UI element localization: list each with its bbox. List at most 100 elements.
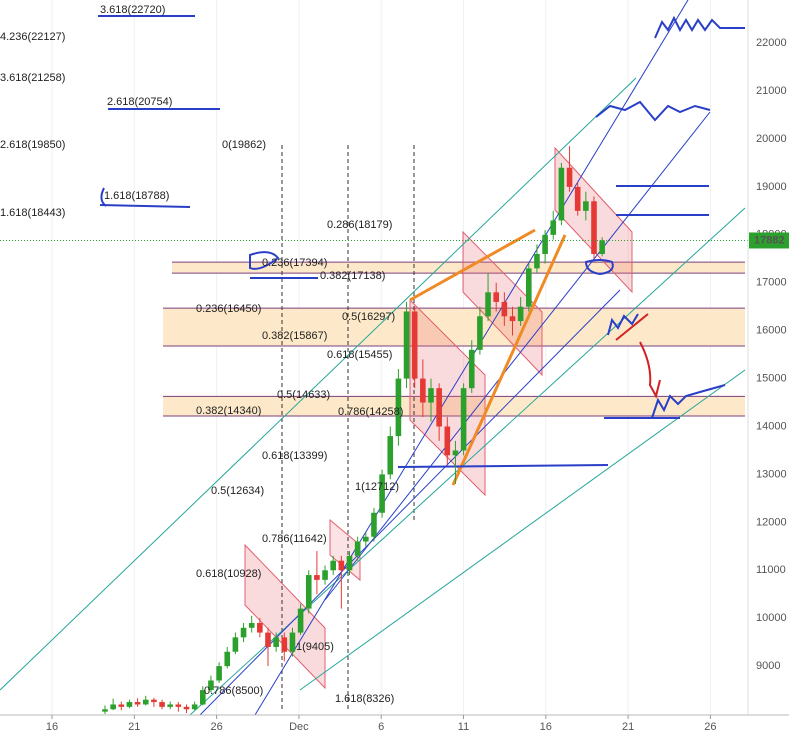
candle-body <box>550 220 557 235</box>
candle-body <box>208 680 214 691</box>
y-tick-label: 11000 <box>756 564 786 576</box>
candle-body <box>142 699 149 705</box>
y-tick-label: 17000 <box>756 277 787 289</box>
candle-body <box>485 292 491 317</box>
candle-body <box>191 704 198 710</box>
candle-body <box>428 388 434 403</box>
x-axis-band <box>0 715 789 736</box>
candle-body <box>363 536 369 542</box>
fib-label: 0.5(12634) <box>211 485 264 497</box>
candle-body <box>517 306 524 322</box>
fib-label: 0.786(11642) <box>262 533 327 545</box>
x-tick-label: 16 <box>46 721 58 733</box>
fib-label: 0.286(18179) <box>327 219 392 231</box>
candle-body <box>257 622 263 633</box>
candle-body <box>371 512 377 537</box>
candle-body <box>338 560 345 571</box>
last-price-box <box>749 232 789 249</box>
fib-label: 1.618(18788) <box>104 190 169 202</box>
candle-body <box>501 301 508 317</box>
candle-body <box>167 704 173 707</box>
candle-body <box>265 632 271 647</box>
fib-zone <box>172 262 745 274</box>
candle-body <box>175 704 182 707</box>
scribble <box>651 384 726 419</box>
candle-body <box>526 268 532 307</box>
candle-body <box>102 709 108 712</box>
candle-body <box>477 316 483 350</box>
fib-label: 2.618(20754) <box>107 96 172 108</box>
wedge-line <box>451 234 567 486</box>
x-tick-label: 21 <box>622 721 634 733</box>
candle-body <box>322 570 328 580</box>
candle-body <box>591 201 597 254</box>
y-tick-label: 21000 <box>756 85 787 97</box>
candle-body <box>354 541 361 556</box>
x-tick-label: 6 <box>378 721 384 733</box>
candle-body <box>395 378 402 437</box>
candle-body <box>289 632 296 652</box>
x-tick-label: 11 <box>458 721 469 733</box>
fib-label: 0.618(15455) <box>327 349 392 361</box>
y-tick-label: 9000 <box>756 660 780 672</box>
candle-body <box>379 474 385 513</box>
candle-body <box>566 167 573 187</box>
fib-label: 1.618(18443) <box>0 207 65 219</box>
scribble <box>654 15 745 39</box>
fib-label: 0.382(17138) <box>320 270 385 282</box>
fib-label: 2.618(19850) <box>0 139 65 151</box>
wedge-line <box>409 228 536 302</box>
candle-body <box>599 240 605 254</box>
y-tick-label: 22000 <box>756 37 787 49</box>
x-tick-label: 26 <box>210 721 222 733</box>
last-price-label: 17882 <box>754 234 785 246</box>
scribble <box>595 100 711 122</box>
fib-label: 0.786(14258) <box>338 406 403 418</box>
candle-body <box>297 608 304 633</box>
candle-body <box>574 186 581 211</box>
fib-label: 3.618(21258) <box>0 72 65 84</box>
candle-body <box>558 167 565 221</box>
fib-label: 0.618(10928) <box>196 568 261 580</box>
candle-body <box>314 575 320 580</box>
x-tick-label: 16 <box>540 721 552 733</box>
candle-body <box>583 201 589 211</box>
fib-label: 0(19862) <box>222 139 266 151</box>
fib-label: 3.618(22720) <box>100 4 165 16</box>
candle-body <box>387 436 394 475</box>
fib-label: 0.236(16450) <box>196 303 261 315</box>
scribble <box>584 259 614 276</box>
trend-line <box>324 111 711 601</box>
candle-body <box>403 311 410 379</box>
candle-body <box>273 637 279 647</box>
candle-body <box>216 666 222 681</box>
candle-body <box>411 311 418 379</box>
candle-body <box>240 627 247 638</box>
scribble <box>249 251 280 270</box>
y-tick-label: 20000 <box>756 133 787 145</box>
fib-label: 0.382(14340) <box>196 405 261 417</box>
trend-line <box>299 369 746 691</box>
candle-body <box>460 388 467 451</box>
candle-body <box>281 637 288 652</box>
candle-body <box>493 292 499 302</box>
x-tick-label: 26 <box>704 721 716 733</box>
trend-line <box>0 77 637 691</box>
y-tick-label: 13000 <box>756 468 787 480</box>
fib-label: 0.618(13399) <box>262 450 327 462</box>
arrow <box>615 313 661 399</box>
candle-body <box>134 702 141 705</box>
trend-lines <box>0 0 746 716</box>
fib-label: 1(12712) <box>355 481 399 493</box>
fib-label: 1(9405) <box>296 641 334 653</box>
y-tick-label: 14000 <box>756 420 787 432</box>
candle-body <box>200 690 206 705</box>
candle-body <box>534 253 540 269</box>
fib-label: 0.236(17394) <box>262 257 327 269</box>
y-tick-label: 10000 <box>756 612 787 624</box>
fib-zone <box>163 396 745 416</box>
candle-body <box>468 349 475 389</box>
candle-body <box>436 388 442 427</box>
